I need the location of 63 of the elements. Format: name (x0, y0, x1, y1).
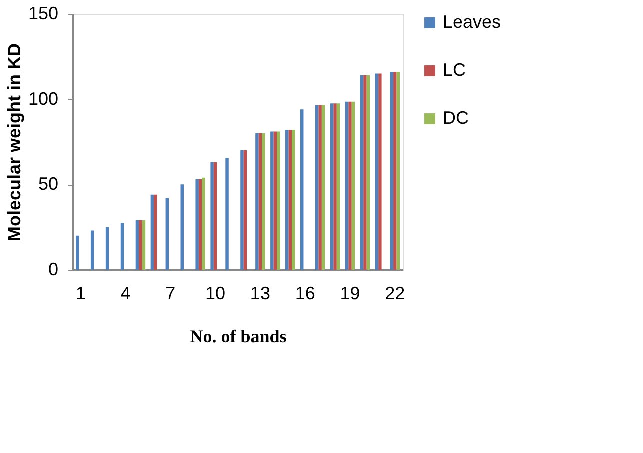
bar (214, 162, 218, 270)
bar (274, 132, 278, 270)
bar (198, 180, 202, 270)
x-tick-label: 10 (206, 284, 226, 304)
bar (336, 104, 340, 270)
bar (258, 133, 262, 270)
legend-label: LC (443, 60, 466, 80)
bar (120, 223, 124, 270)
bar (288, 130, 292, 270)
bar (262, 133, 266, 270)
legend-label: Leaves (443, 12, 502, 32)
bar (142, 220, 146, 270)
x-tick-label: 19 (340, 284, 360, 304)
bar (180, 184, 184, 270)
y-tick-label: 100 (28, 88, 58, 109)
y-tick-label: 0 (48, 260, 58, 280)
bar (345, 102, 349, 270)
bar (330, 104, 334, 270)
x-tick-label: 13 (250, 284, 270, 304)
x-axis-title: No. of bands (190, 326, 287, 346)
bar (366, 75, 370, 270)
bar (244, 150, 248, 270)
bar (390, 72, 394, 270)
bar (277, 132, 280, 270)
bar (202, 178, 206, 270)
bar (352, 102, 356, 270)
bar (270, 132, 274, 270)
bar (139, 220, 142, 270)
bar (286, 130, 289, 270)
bar (334, 104, 337, 270)
bar (375, 74, 379, 270)
x-tick-label: 4 (120, 284, 131, 304)
bar (300, 110, 304, 270)
x-tick-label: 1 (76, 284, 86, 304)
bar (196, 180, 199, 270)
bar (348, 102, 352, 270)
x-tick-label: 16 (295, 284, 316, 304)
bar (90, 230, 94, 270)
bar (154, 194, 158, 270)
bar (210, 162, 214, 270)
y-tick-label: 150 (28, 4, 58, 24)
bar (318, 105, 322, 270)
bar (394, 72, 397, 270)
legend-label: DC (443, 108, 469, 128)
x-tick-label: 22 (385, 284, 406, 304)
bar (315, 105, 319, 270)
bar (360, 75, 364, 270)
bar (378, 74, 382, 270)
bar (76, 236, 80, 270)
bar (396, 72, 400, 270)
bar (292, 130, 296, 270)
bar (256, 133, 259, 270)
x-tick-label: 7 (166, 284, 176, 304)
bar (166, 198, 170, 270)
bar (240, 150, 244, 270)
bar (322, 105, 326, 270)
y-axis-title: Molecular weight in KD (4, 43, 24, 242)
bar (364, 75, 367, 270)
bar (150, 194, 154, 270)
bar (106, 227, 110, 270)
bar (226, 158, 229, 270)
y-tick-label: 50 (38, 174, 58, 194)
bar (136, 220, 140, 270)
